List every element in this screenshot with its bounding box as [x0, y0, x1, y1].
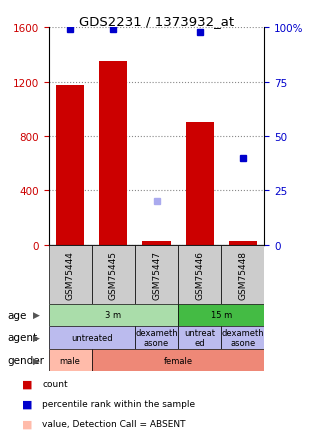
Bar — [178, 245, 221, 304]
Bar — [142, 241, 171, 245]
Bar — [49, 349, 92, 372]
Text: 3 m: 3 m — [105, 311, 121, 319]
Bar — [92, 245, 135, 304]
Text: ▶: ▶ — [33, 333, 39, 342]
Text: dexameth
asone: dexameth asone — [222, 328, 264, 347]
Text: untreat
ed: untreat ed — [184, 328, 215, 347]
Bar — [135, 245, 178, 304]
Bar — [49, 304, 178, 326]
Text: GSM75445: GSM75445 — [109, 250, 118, 299]
Text: GSM75446: GSM75446 — [195, 250, 204, 299]
Text: GSM75447: GSM75447 — [152, 250, 161, 299]
Text: GSM75448: GSM75448 — [239, 250, 247, 299]
Text: agent: agent — [8, 333, 38, 342]
Bar — [92, 349, 264, 372]
Bar — [178, 304, 264, 326]
Bar — [56, 86, 84, 245]
Text: untreated: untreated — [71, 333, 112, 342]
Text: GDS2231 / 1373932_at: GDS2231 / 1373932_at — [79, 15, 234, 28]
Text: GSM75444: GSM75444 — [66, 250, 74, 299]
Bar — [135, 326, 178, 349]
Text: ▶: ▶ — [33, 356, 39, 365]
Bar — [229, 242, 257, 245]
Text: age: age — [8, 310, 27, 320]
Text: 15 m: 15 m — [211, 311, 232, 319]
Text: ■: ■ — [22, 419, 33, 429]
Bar — [221, 245, 264, 304]
Bar — [221, 326, 264, 349]
Text: count: count — [42, 380, 68, 388]
Text: dexameth
asone: dexameth asone — [135, 328, 178, 347]
Text: female: female — [163, 356, 193, 365]
Text: ■: ■ — [22, 379, 33, 389]
Bar — [178, 326, 221, 349]
Text: ■: ■ — [22, 399, 33, 409]
Text: ▶: ▶ — [33, 311, 39, 319]
Text: value, Detection Call = ABSENT: value, Detection Call = ABSENT — [42, 420, 186, 428]
Text: percentile rank within the sample: percentile rank within the sample — [42, 400, 195, 408]
Bar — [49, 245, 92, 304]
Bar — [186, 123, 214, 245]
Bar — [99, 62, 127, 245]
Text: gender: gender — [8, 355, 45, 365]
Bar — [49, 326, 135, 349]
Text: male: male — [60, 356, 80, 365]
